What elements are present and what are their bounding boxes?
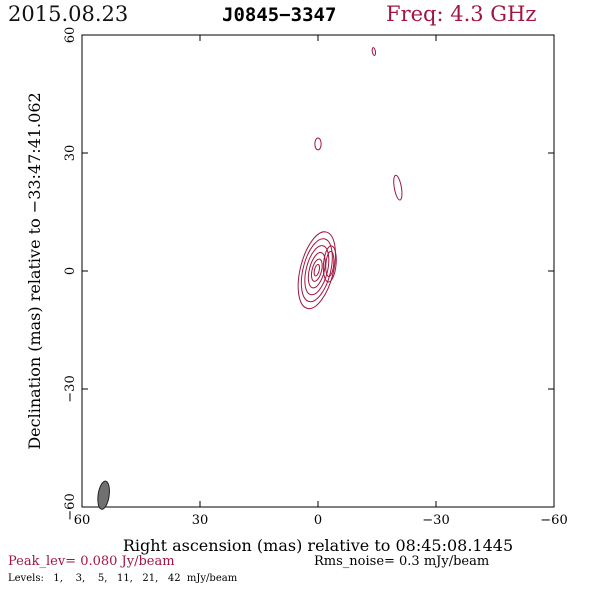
contour-level (322, 245, 337, 283)
beam-ellipse (97, 480, 110, 510)
contour-lines (297, 47, 403, 310)
x-tick-label: 0 (314, 513, 322, 528)
axis-tick-labels: 60 30 0 −30 −60 −60 −30 0 30 60 (63, 27, 568, 528)
x-tick-label: 30 (192, 513, 209, 528)
contour-level (325, 250, 335, 277)
x-tick-label: −60 (540, 513, 567, 528)
peak-level: Peak_lev= 0.080 Jy/beam (8, 554, 175, 569)
contour-level (393, 174, 403, 201)
y-tick-label: −60 (63, 493, 78, 520)
source-name: J0845−3347 (222, 4, 337, 26)
observation-date: 2015.08.23 (8, 2, 129, 26)
x-axis-title: Right ascension (mas) relative to 08:45:… (123, 536, 513, 555)
contour-level (297, 231, 336, 310)
contour-level (307, 252, 326, 289)
plot-frame (81, 34, 555, 508)
contour-level (371, 47, 377, 56)
y-tick-label: −30 (63, 375, 78, 402)
contour-level (304, 245, 330, 296)
contour-level (314, 137, 322, 151)
contour-levels: Levels: 1, 3, 5, 11, 21, 42 mJy/beam (8, 573, 238, 584)
rms-noise: Rms_noise= 0.3 mJy/beam (314, 554, 490, 569)
contour-level (300, 238, 333, 303)
y-tick-label: 60 (63, 27, 78, 44)
x-tick-label: 60 (74, 513, 91, 528)
y-axis-title: Declination (mas) relative to −33:47:41.… (25, 92, 44, 449)
contour-level (310, 258, 323, 282)
contour-level (313, 263, 321, 277)
axis-ticks (81, 34, 555, 508)
y-tick-label: 0 (63, 267, 78, 275)
x-tick-label: −30 (422, 513, 449, 528)
restoring-beam (97, 480, 110, 510)
y-tick-label: 30 (63, 145, 78, 162)
frequency-label: Freq: 4.3 GHz (386, 2, 537, 26)
